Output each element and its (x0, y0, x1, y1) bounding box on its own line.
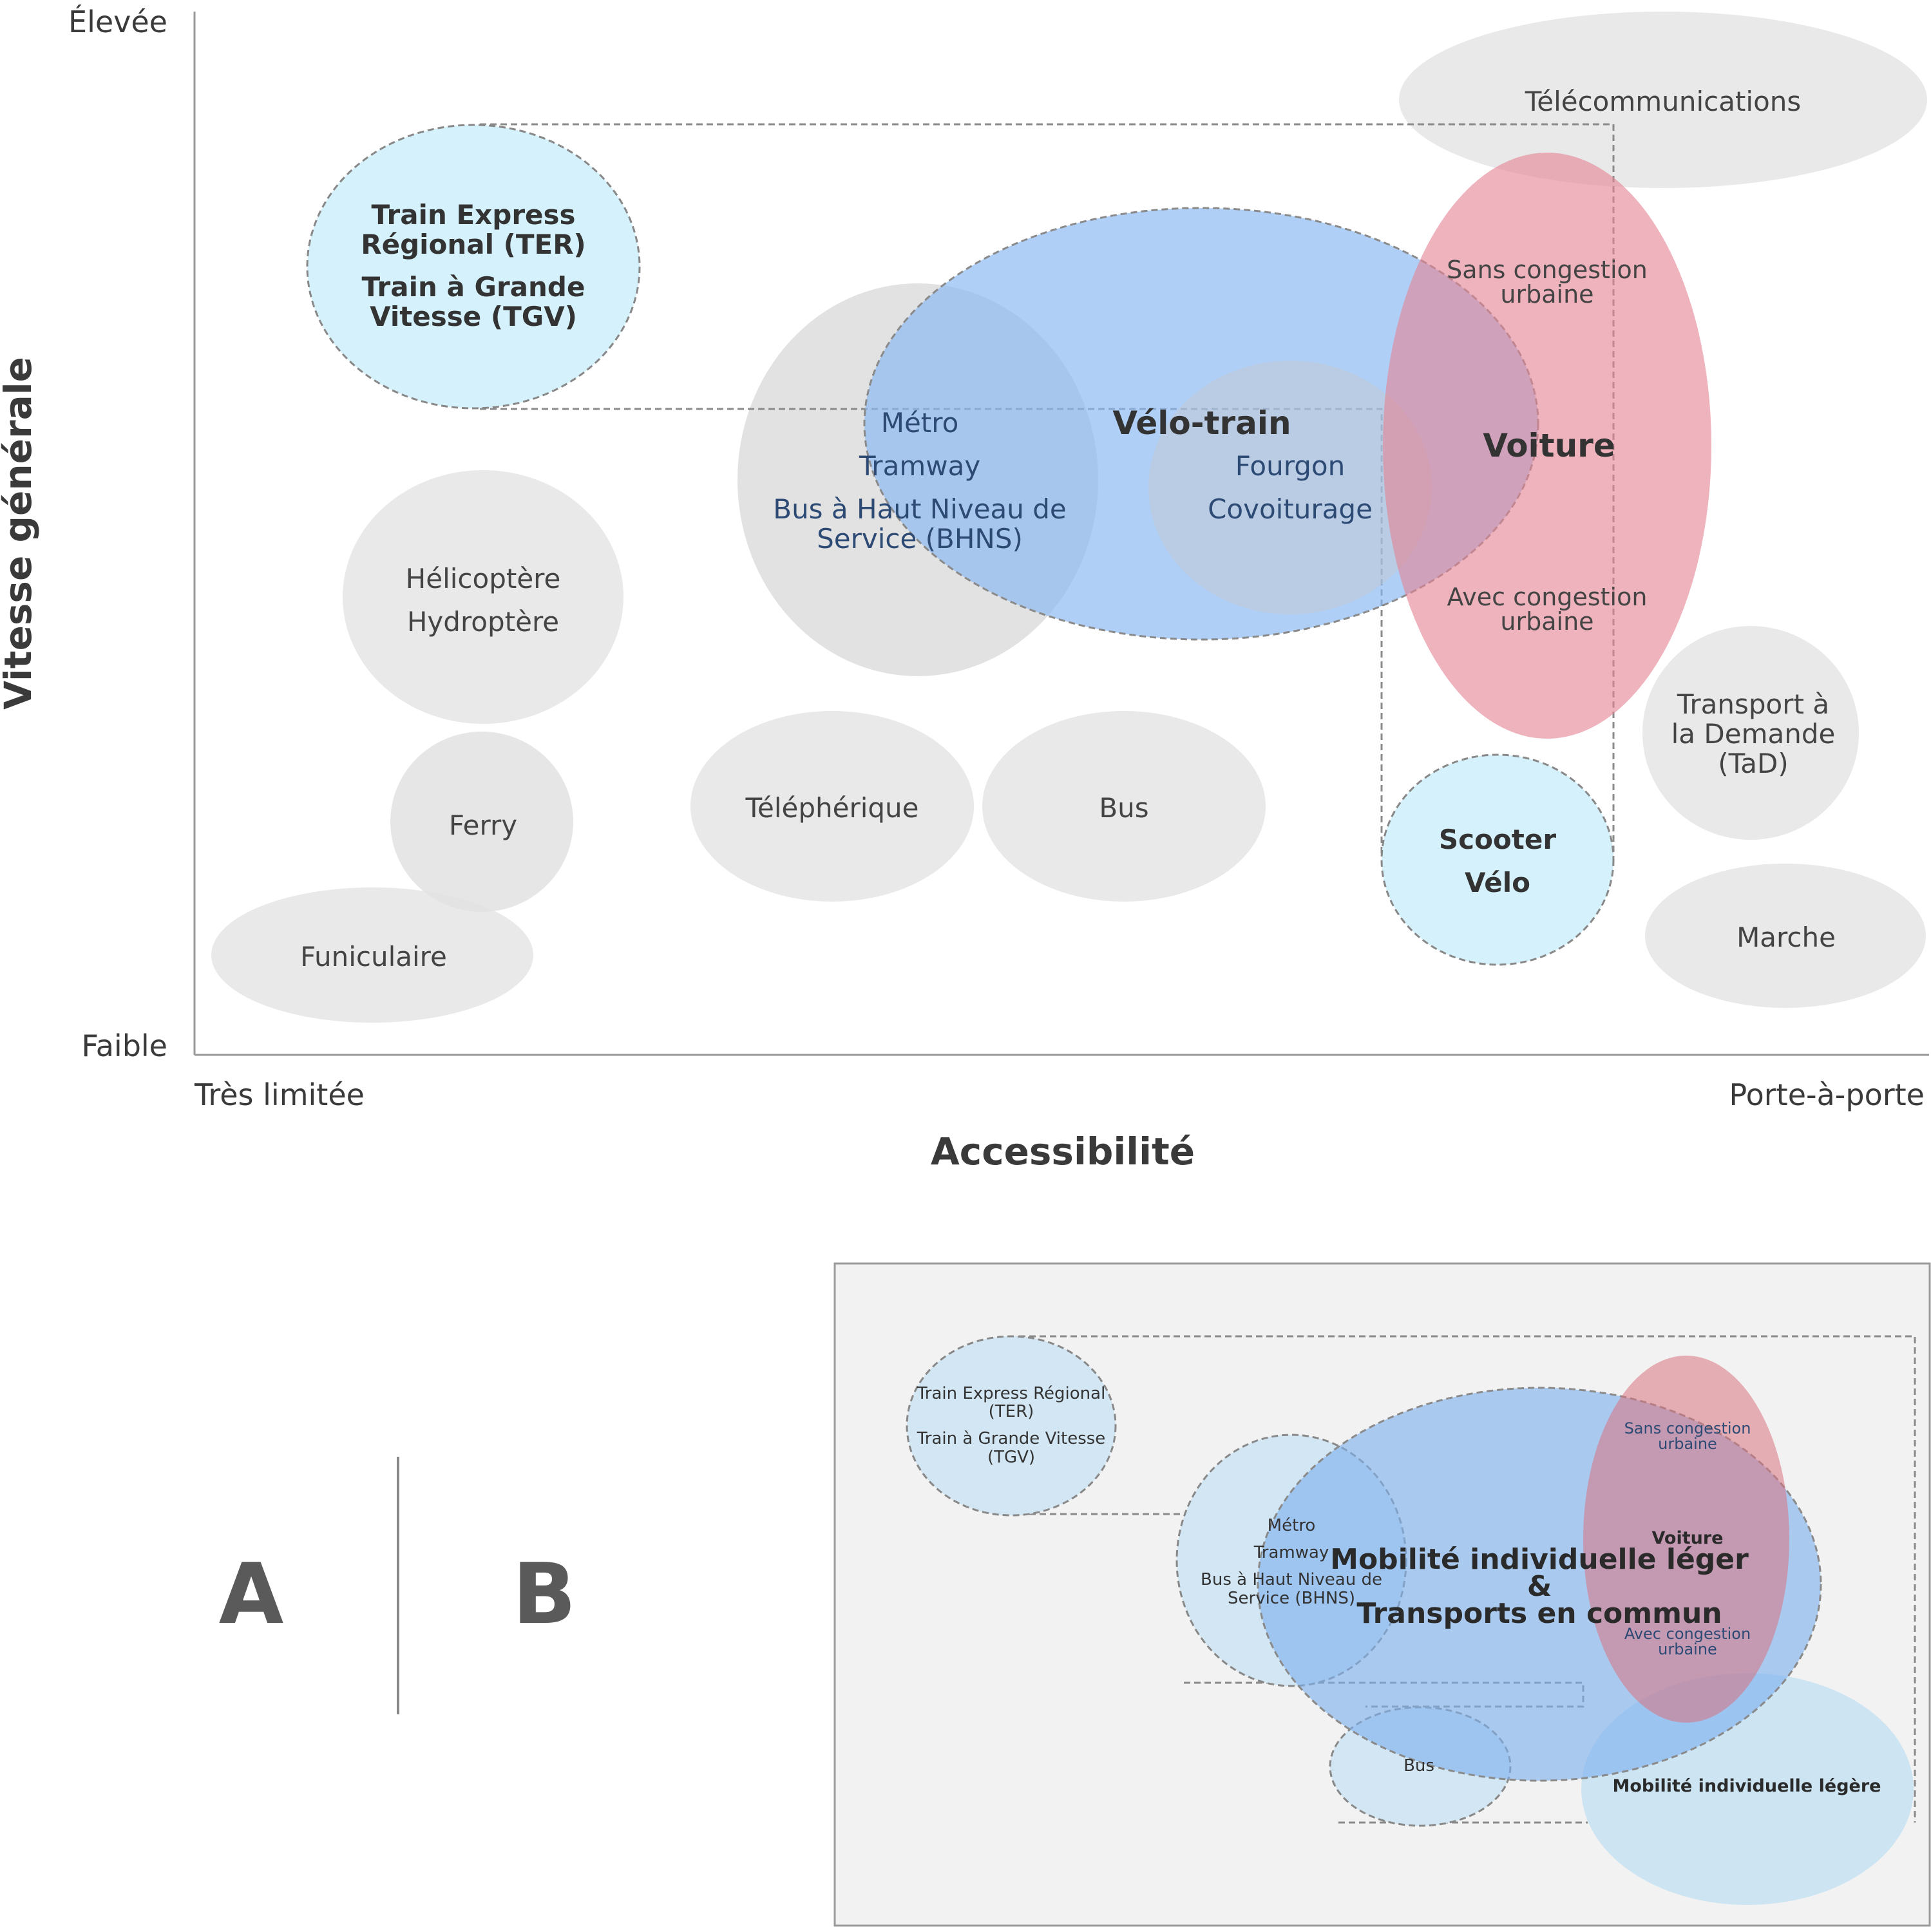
bus-label: Bus (1099, 792, 1148, 824)
inset-mil-label: Mobilité individuelle légère (1613, 1776, 1881, 1796)
main-chart: Élevée Faible Vitesse générale Très limi… (0, 5, 1929, 1173)
tad-label-3: (TaD) (1718, 748, 1789, 779)
x-axis-title: Accessibilité (931, 1130, 1195, 1173)
ter-tgv-bubble (306, 124, 641, 410)
inset-ter-tgv-bubble (906, 1335, 1117, 1517)
sans-congestion-label-1: Sans congestion (1447, 256, 1648, 284)
inset-bus-label: Bus (1403, 1756, 1434, 1776)
avec-congestion-label-2: urbaine (1500, 607, 1593, 636)
covoiturage-label: Covoiturage (1208, 493, 1373, 525)
inset-center-label-1: Mobilité individuelle léger (1330, 1543, 1749, 1576)
telecom-bubble (1399, 12, 1927, 188)
telecom-label: Télécommunications (1525, 86, 1802, 117)
funiculaire-bubble (211, 887, 533, 1023)
panel-a-letter: A (219, 1545, 284, 1643)
funiculaire-label: Funiculaire (300, 941, 447, 972)
inset-center-label-3: Transports en commun (1356, 1597, 1722, 1630)
helicoptere-label: Hélicoptère (406, 563, 561, 594)
ferry-bubble (390, 732, 573, 912)
ter-label-2: Régional (TER) (361, 229, 585, 260)
inset-voiture-bubble (1583, 1356, 1789, 1723)
scooter-velo-bubble (1380, 753, 1615, 966)
inset-avec-congestion-label-2: urbaine (1658, 1640, 1717, 1658)
ferry-label: Ferry (449, 810, 517, 841)
voiture-label: Voiture (1483, 427, 1615, 464)
bhns-label-1: Bus à Haut Niveau de (773, 493, 1067, 525)
marche-label: Marche (1736, 922, 1836, 953)
voiture-bubble (1383, 153, 1711, 739)
inset-center-label-2: & (1527, 1570, 1552, 1603)
panel-b-letter: B (512, 1545, 576, 1643)
panel-legend: A B (219, 1457, 576, 1714)
avec-congestion-label-1: Avec congestion (1447, 583, 1648, 611)
tad-label-2: la Demande (1671, 718, 1836, 750)
fourgon-bubble (1148, 361, 1432, 614)
tgv-label-2: Vitesse (TGV) (370, 301, 577, 332)
hydroptere-label: Hydroptère (407, 606, 559, 638)
inset-tgv-label-1: Train à Grande Vitesse (917, 1429, 1106, 1448)
bhns-label-2: Service (BHNS) (817, 523, 1023, 554)
velo-label: Vélo (1465, 867, 1530, 898)
inset-tgv-label-2: (TGV) (987, 1448, 1035, 1467)
x-high-label: Porte-à-porte (1729, 1077, 1925, 1112)
fourgon-label: Fourgon (1235, 450, 1345, 482)
inset-panel: Train Express Régional (TER) Train à Gra… (833, 1262, 1931, 1927)
inset-dashed-frame (1019, 1335, 1916, 1824)
tgv-label-1: Train à Grande (362, 271, 585, 303)
scooter-label: Scooter (1439, 824, 1556, 855)
telepherique-bubble (690, 711, 974, 902)
sans-congestion-label-2: urbaine (1500, 280, 1593, 308)
inset-bhns-label-2: Service (BHNS) (1228, 1589, 1355, 1608)
inset-metro-label: Métro (1268, 1516, 1316, 1535)
helicoptere-bubble (343, 470, 623, 724)
tad-bubble (1642, 626, 1859, 840)
velo-train-label: Vélo-train (1112, 404, 1291, 442)
y-low-label: Faible (82, 1028, 168, 1063)
y-high-label: Élevée (68, 5, 167, 39)
inset-ter-label-1: Train Express Régional (917, 1384, 1106, 1403)
ter-label-1: Train Express (371, 199, 575, 231)
inset-ter-label-2: (TER) (989, 1402, 1034, 1421)
inset-voiture-label: Voiture (1652, 1528, 1724, 1548)
bus-bubble (982, 711, 1266, 902)
metro-label: Métro (881, 407, 959, 439)
inset-tramway-label: Tramway (1253, 1543, 1329, 1562)
marche-bubble (1645, 864, 1926, 1008)
telepherique-label: Téléphérique (745, 792, 918, 824)
inset-sans-congestion-label-1: Sans congestion (1624, 1419, 1751, 1437)
tramway-label: Tramway (859, 450, 980, 482)
inset-sans-congestion-label-2: urbaine (1658, 1435, 1717, 1453)
x-low-label: Très limitée (194, 1077, 365, 1112)
inset-avec-congestion-label-1: Avec congestion (1624, 1625, 1751, 1643)
tad-label-1: Transport à (1677, 688, 1829, 720)
y-axis-title: Vitesse générale (0, 357, 40, 710)
inset-bhns-label-1: Bus à Haut Niveau de (1201, 1570, 1382, 1589)
